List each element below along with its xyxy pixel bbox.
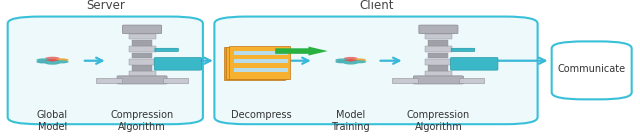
Bar — [129, 71, 156, 77]
FancyBboxPatch shape — [154, 58, 202, 70]
FancyBboxPatch shape — [155, 48, 179, 51]
Bar — [428, 40, 449, 46]
Bar — [392, 78, 418, 83]
Bar — [425, 71, 452, 77]
FancyArrow shape — [275, 47, 328, 55]
Bar — [129, 59, 156, 65]
Circle shape — [54, 58, 68, 62]
Text: Decompress: Decompress — [231, 110, 291, 120]
Bar — [132, 65, 152, 71]
Bar — [428, 65, 449, 71]
FancyBboxPatch shape — [451, 58, 498, 70]
Text: Model
Training: Model Training — [332, 110, 370, 132]
FancyBboxPatch shape — [8, 17, 203, 124]
Circle shape — [36, 58, 51, 62]
Bar — [428, 53, 449, 58]
Bar — [425, 34, 452, 39]
Bar — [129, 46, 156, 52]
Circle shape — [344, 57, 358, 60]
Bar — [425, 46, 452, 52]
Text: Server: Server — [86, 0, 125, 12]
FancyBboxPatch shape — [413, 76, 463, 84]
Circle shape — [335, 60, 349, 63]
FancyBboxPatch shape — [117, 76, 167, 84]
Bar — [234, 51, 288, 55]
Circle shape — [45, 57, 60, 60]
Bar — [234, 68, 288, 72]
Bar — [224, 47, 285, 80]
Text: Client: Client — [359, 0, 394, 12]
FancyBboxPatch shape — [419, 25, 458, 34]
FancyBboxPatch shape — [123, 25, 161, 34]
Bar — [163, 78, 188, 83]
Circle shape — [352, 60, 366, 63]
Bar — [129, 34, 156, 39]
Text: Global
Model: Global Model — [37, 110, 68, 132]
Bar — [227, 47, 288, 79]
Bar — [96, 78, 122, 83]
Circle shape — [45, 59, 60, 62]
Circle shape — [344, 62, 358, 65]
FancyBboxPatch shape — [451, 48, 475, 51]
Text: Compression
Algorithm: Compression Algorithm — [111, 110, 173, 132]
Text: Communicate: Communicate — [557, 64, 626, 74]
Circle shape — [36, 60, 51, 63]
Bar — [425, 59, 452, 65]
Circle shape — [335, 59, 349, 62]
Bar — [459, 78, 484, 83]
Text: Compression
Algorithm: Compression Algorithm — [407, 110, 470, 132]
Circle shape — [344, 59, 358, 62]
Bar — [132, 40, 152, 46]
Circle shape — [54, 60, 68, 63]
FancyBboxPatch shape — [214, 17, 538, 124]
FancyBboxPatch shape — [552, 41, 632, 99]
Bar — [229, 46, 291, 79]
Bar — [132, 53, 152, 58]
Circle shape — [45, 62, 60, 65]
Bar — [234, 59, 288, 63]
Circle shape — [352, 59, 366, 62]
